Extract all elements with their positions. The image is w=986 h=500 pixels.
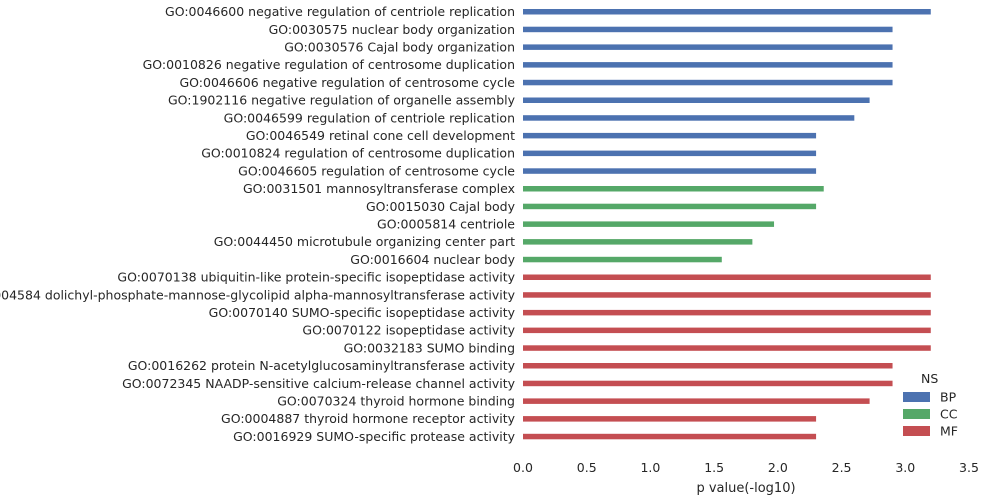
legend-swatch-mf bbox=[903, 426, 930, 436]
category-label: GO:0046599 regulation of centriole repli… bbox=[224, 110, 515, 125]
category-label: GO:0016929 SUMO-specific protease activi… bbox=[233, 429, 515, 444]
bar-cc bbox=[523, 239, 753, 245]
bar-mf bbox=[523, 398, 870, 404]
bar-mf bbox=[523, 327, 931, 334]
bar-bp bbox=[523, 97, 870, 103]
x-tick-label: 3.5 bbox=[959, 460, 979, 475]
category-label: GO:0004584 dolichyl-phosphate-mannose-gl… bbox=[0, 287, 516, 302]
legend-title: NS bbox=[921, 371, 938, 386]
x-tick-label: 2.5 bbox=[832, 460, 852, 475]
category-label: GO:0015030 Cajal body bbox=[366, 199, 516, 214]
x-tick-label: 1.0 bbox=[640, 460, 660, 475]
bar-mf bbox=[523, 345, 931, 351]
legend-swatch-bp bbox=[903, 392, 930, 402]
category-label: GO:0046605 regulation of centrosome cycl… bbox=[238, 163, 515, 178]
bar-mf bbox=[523, 416, 817, 422]
bar-mf bbox=[523, 433, 817, 440]
bar-bp bbox=[523, 150, 817, 157]
bar-bp bbox=[523, 44, 893, 50]
category-label: GO:0046600 negative regulation of centri… bbox=[165, 4, 515, 19]
x-tick-label: 0.0 bbox=[513, 460, 533, 475]
legend-label-mf: MF bbox=[940, 424, 958, 439]
category-label: GO:0044450 microtubule organizing center… bbox=[214, 234, 515, 249]
category-label: GO:0016262 protein N-acetylglucosaminylt… bbox=[128, 358, 516, 373]
category-label: GO:0010824 regulation of centrosome dupl… bbox=[201, 146, 515, 161]
category-label: GO:0010826 negative regulation of centro… bbox=[143, 57, 515, 72]
category-label: GO:0070138 ubiquitin-like protein-specif… bbox=[117, 270, 515, 285]
category-label: GO:0032183 SUMO binding bbox=[344, 340, 515, 355]
category-label: GO:0031501 mannosyltransferase complex bbox=[243, 181, 515, 196]
bar-cc bbox=[523, 186, 824, 192]
bar-mf bbox=[523, 363, 893, 369]
bar-mf bbox=[523, 309, 931, 316]
bar-cc bbox=[523, 256, 722, 263]
category-label: GO:0030576 Cajal body organization bbox=[284, 39, 515, 54]
bar-bp bbox=[523, 79, 893, 86]
category-label: GO:0070324 thyroid hormone binding bbox=[277, 393, 515, 408]
category-label: GO:0004887 thyroid hormone receptor acti… bbox=[221, 411, 516, 426]
category-label: GO:0016604 nuclear body bbox=[350, 252, 515, 267]
bar-cc bbox=[523, 221, 775, 227]
x-tick-label: 2.0 bbox=[768, 460, 788, 475]
category-label: GO:1902116 negative regulation of organe… bbox=[168, 93, 516, 108]
category-label: GO:0070122 isopeptidase activity bbox=[302, 323, 515, 338]
category-label: GO:0005814 centriole bbox=[377, 216, 515, 231]
bar-bp bbox=[523, 9, 931, 15]
bar-mf bbox=[523, 274, 931, 280]
legend-label-bp: BP bbox=[940, 390, 957, 405]
bar-bp bbox=[523, 115, 855, 121]
bar-mf bbox=[523, 292, 931, 298]
category-label: GO:0046606 negative regulation of centro… bbox=[180, 75, 516, 90]
category-label: GO:0070140 SUMO-specific isopeptidase ac… bbox=[209, 305, 516, 320]
legend-label-cc: CC bbox=[940, 407, 958, 422]
x-tick-label: 0.5 bbox=[577, 460, 597, 475]
legend-swatch-cc bbox=[903, 409, 930, 419]
category-label: GO:0072345 NAADP-sensitive calcium-relea… bbox=[122, 376, 516, 391]
category-labels: GO:0046600 negative regulation of centri… bbox=[0, 4, 516, 444]
x-axis-title: p value(-log10) bbox=[696, 481, 795, 496]
bar-bp bbox=[523, 62, 893, 68]
x-axis-ticks: 0.0 0.5 1.0 1.5 2.0 2.5 3.0 3.5 bbox=[513, 460, 979, 475]
x-tick-label: 3.0 bbox=[895, 460, 915, 475]
bar-bp bbox=[523, 168, 817, 174]
category-label: GO:0030575 nuclear body organization bbox=[269, 22, 515, 37]
bar-bp bbox=[523, 26, 893, 33]
x-tick-label: 1.5 bbox=[704, 460, 724, 475]
legend: NS BP CC MF bbox=[903, 371, 958, 439]
bar-mf bbox=[523, 380, 893, 387]
bars-group bbox=[523, 9, 931, 440]
bar-bp bbox=[523, 132, 817, 139]
bar-cc bbox=[523, 203, 817, 210]
category-label: GO:0046549 retinal cone cell development bbox=[246, 128, 515, 143]
